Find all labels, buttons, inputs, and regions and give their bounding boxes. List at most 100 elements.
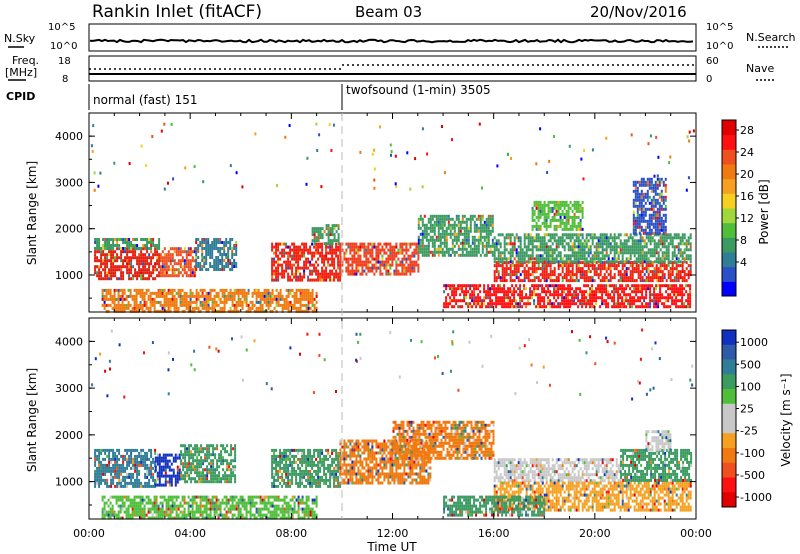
power-pixel bbox=[575, 203, 578, 207]
power-pixel bbox=[638, 216, 641, 220]
power-pixel bbox=[621, 273, 624, 277]
power-pixel bbox=[565, 215, 568, 219]
power-pixel bbox=[577, 251, 580, 255]
power-pixel bbox=[621, 260, 624, 264]
power-pixel bbox=[201, 238, 204, 241]
power-pixel bbox=[545, 251, 548, 255]
power-pixel bbox=[660, 216, 663, 220]
power-pixel bbox=[333, 275, 336, 279]
power-pixel bbox=[589, 248, 592, 252]
power-pixel bbox=[605, 284, 608, 288]
power-pixel bbox=[171, 288, 174, 292]
power-pixel bbox=[655, 279, 658, 283]
power-pixel bbox=[473, 235, 476, 239]
power-pixel bbox=[355, 272, 358, 276]
power-pixel bbox=[605, 251, 608, 255]
power-pixel bbox=[565, 221, 568, 225]
power-pixel bbox=[553, 212, 556, 216]
power-pixel bbox=[217, 238, 220, 241]
power-pixel bbox=[153, 297, 156, 301]
power-pixel bbox=[473, 250, 476, 254]
power-pixel bbox=[681, 236, 684, 240]
power-pixel bbox=[335, 248, 338, 252]
power-pixel bbox=[581, 200, 584, 204]
power-pixel bbox=[317, 272, 320, 276]
power-pixel bbox=[100, 262, 103, 266]
velocity-pixel bbox=[94, 451, 97, 455]
power-pixel bbox=[553, 206, 556, 210]
power-pixel bbox=[126, 268, 129, 272]
power-pixel bbox=[575, 276, 578, 280]
power-pixel bbox=[413, 242, 416, 246]
power-pixel bbox=[165, 259, 168, 263]
power-pixel bbox=[585, 273, 588, 277]
power-pixel bbox=[275, 294, 278, 298]
power-pixel bbox=[650, 204, 653, 208]
power-pixel bbox=[309, 269, 312, 273]
power-pixel bbox=[387, 257, 390, 261]
power-pixel bbox=[593, 305, 596, 309]
power-pixel bbox=[177, 268, 180, 272]
power-pixel bbox=[533, 302, 536, 306]
power-pixel bbox=[445, 287, 448, 291]
power-pixel bbox=[607, 257, 610, 261]
power-pixel bbox=[531, 257, 534, 261]
power-pixel bbox=[163, 265, 166, 269]
power-pixel bbox=[607, 273, 610, 277]
power-colorbar-swatch bbox=[722, 193, 736, 209]
power-pixel bbox=[245, 303, 248, 307]
power-pixel bbox=[140, 144, 143, 148]
power-pixel bbox=[537, 245, 540, 249]
power-pixel bbox=[122, 271, 125, 275]
power-pixel bbox=[104, 238, 107, 241]
power-pixel bbox=[393, 245, 396, 249]
power-pixel bbox=[654, 204, 657, 208]
power-pixel bbox=[495, 305, 498, 309]
power-pixel bbox=[409, 254, 412, 258]
power-pixel bbox=[563, 227, 566, 231]
power-pixel bbox=[217, 268, 220, 271]
power-pixel bbox=[651, 293, 654, 297]
power-pixel bbox=[631, 273, 634, 277]
power-pixel bbox=[563, 200, 566, 204]
power-pixel bbox=[493, 248, 496, 252]
power-pixel bbox=[373, 186, 376, 190]
power-pixel bbox=[449, 229, 452, 233]
power-colorbar-swatch bbox=[722, 281, 736, 297]
power-pixel bbox=[495, 296, 498, 300]
power-pixel bbox=[469, 229, 472, 233]
power-pixel bbox=[267, 294, 270, 298]
power-pixel bbox=[521, 254, 524, 258]
power-pixel bbox=[603, 273, 606, 277]
power-pixel bbox=[649, 260, 652, 264]
power-pixel bbox=[329, 233, 332, 237]
power-pixel bbox=[136, 244, 139, 247]
power-pixel bbox=[217, 294, 220, 298]
power-pixel bbox=[583, 299, 586, 303]
power-pixel bbox=[409, 266, 412, 270]
power-pixel bbox=[587, 276, 590, 280]
power-pixel bbox=[257, 288, 260, 292]
power-pixel bbox=[652, 201, 655, 205]
power-pixel bbox=[535, 215, 538, 219]
power-pixel bbox=[621, 242, 624, 246]
power-pixel bbox=[537, 206, 540, 210]
power-pixel bbox=[537, 212, 540, 216]
power-pixel bbox=[671, 257, 674, 261]
power-pixel bbox=[533, 276, 536, 280]
power-pixel bbox=[233, 303, 236, 307]
power-pixel bbox=[679, 290, 682, 294]
power-pixel bbox=[511, 305, 514, 309]
power-pixel bbox=[313, 297, 316, 301]
power-pixel bbox=[305, 257, 308, 261]
power-pixel bbox=[146, 268, 149, 272]
power-pixel bbox=[644, 192, 647, 196]
power-pixel bbox=[153, 309, 156, 313]
power-pixel bbox=[359, 257, 362, 261]
power-pixel bbox=[227, 262, 230, 265]
power-pixel bbox=[102, 238, 105, 241]
power-pixel bbox=[184, 166, 187, 170]
power-pixel bbox=[227, 265, 230, 268]
power-pixel bbox=[421, 238, 424, 242]
